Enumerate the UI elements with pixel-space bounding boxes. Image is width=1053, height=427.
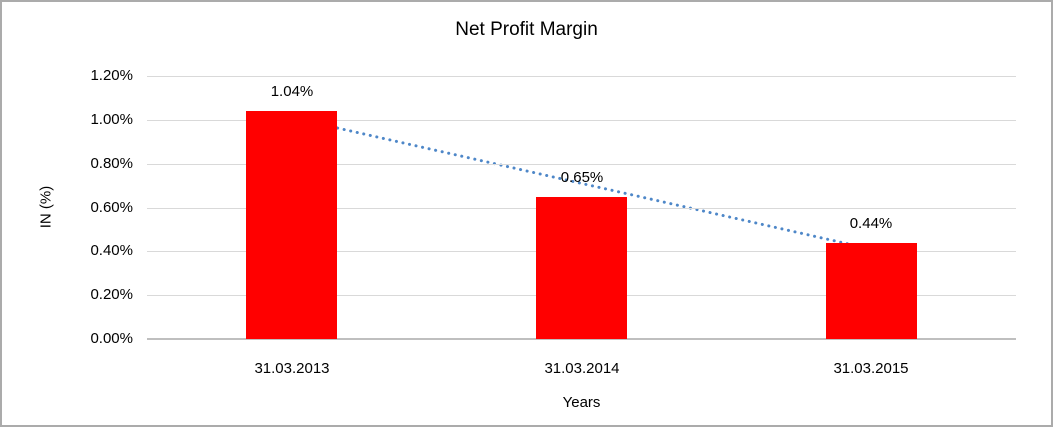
bar [826,243,917,339]
y-axis-tick-label: 0.00% [90,330,133,347]
bar-value-label: 0.65% [560,169,604,186]
x-axis-title: Years [562,394,601,411]
plot-area [147,76,1016,340]
trendline [290,116,873,251]
x-axis-line [147,338,1016,340]
y-gridline [147,76,1016,77]
x-axis-tick-label: 31.03.2013 [254,360,330,377]
y-gridline [147,120,1016,121]
y-axis-tick-label: 1.00% [90,111,133,128]
y-axis-tick-label: 1.20% [90,67,133,84]
bar-value-label: 1.04% [270,83,314,100]
y-axis-tick-label: 0.60% [90,199,133,216]
bar [246,111,337,339]
y-gridline [147,164,1016,165]
x-axis-tick-label: 31.03.2015 [833,360,909,377]
x-axis-tick-label: 31.03.2014 [544,360,620,377]
bar [536,197,627,339]
y-axis-tick-label: 0.40% [90,242,133,259]
y-axis-tick-label: 0.80% [90,155,133,172]
chart-title: Net Profit Margin [455,19,598,40]
trendline-path [290,116,873,251]
y-axis-tick-label: 0.20% [90,286,133,303]
bar-value-label: 0.44% [849,215,893,232]
